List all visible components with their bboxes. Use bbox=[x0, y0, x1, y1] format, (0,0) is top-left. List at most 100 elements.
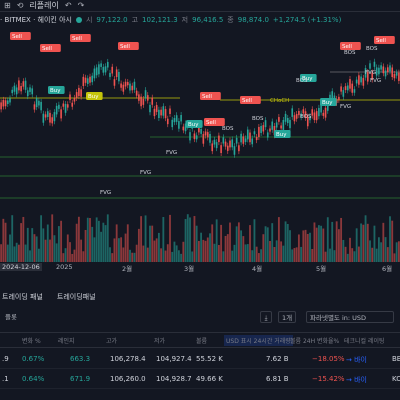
cell-high: 106,278.4 bbox=[110, 355, 146, 363]
volume-bar bbox=[195, 225, 198, 262]
candle bbox=[306, 116, 309, 127]
candle bbox=[44, 114, 47, 118]
col-header-change[interactable]: 변화 % bbox=[22, 338, 41, 345]
choch-label: CHoCH bbox=[270, 98, 289, 104]
table-row[interactable]: .1 0.64% 671.9 106,260.0 104,928.7 49.66… bbox=[0, 370, 400, 389]
candle bbox=[340, 86, 342, 92]
volume-bar bbox=[177, 250, 180, 262]
volume-bar bbox=[93, 237, 96, 262]
volume-bar bbox=[384, 237, 387, 262]
candle bbox=[360, 76, 362, 83]
candle bbox=[51, 117, 54, 124]
bos-label: BOS bbox=[344, 50, 356, 56]
replay-icon[interactable]: ⟲ bbox=[16, 1, 24, 10]
candle bbox=[269, 128, 271, 132]
menu-icon[interactable]: ⊞ bbox=[4, 1, 11, 10]
col-header-high[interactable]: 고가 bbox=[106, 338, 118, 345]
volume-bar bbox=[42, 228, 45, 262]
volume-bar bbox=[135, 244, 138, 262]
volume-bar bbox=[320, 225, 323, 262]
volume-bar bbox=[395, 242, 398, 262]
candle bbox=[318, 107, 320, 117]
replay-label[interactable]: 리플레이 bbox=[29, 1, 59, 10]
volume-bar bbox=[331, 221, 334, 262]
volume-bar bbox=[111, 253, 114, 262]
top-toolbar: ⊞ ⟲ 리플레이 ↶ ↷ bbox=[0, 0, 400, 12]
cell-usd-volume: 6.81 B bbox=[266, 375, 289, 383]
signal-sell-badge bbox=[40, 44, 61, 52]
col-header-volume-change[interactable]: 볼륨 24H 변화율% bbox=[290, 338, 340, 345]
signal-buy-badge bbox=[48, 86, 65, 94]
volume-bar bbox=[180, 253, 183, 262]
currency-filter[interactable]: 파라넷별도 in: USD bbox=[306, 311, 394, 323]
candle bbox=[124, 81, 127, 87]
candle bbox=[120, 83, 122, 88]
candle bbox=[55, 105, 58, 115]
cell-volume: 55.52 K bbox=[196, 355, 223, 363]
candle bbox=[355, 79, 358, 84]
col-header-volume[interactable]: 볼륨 bbox=[196, 338, 208, 345]
volume-bar bbox=[197, 240, 200, 262]
candle bbox=[226, 145, 229, 151]
candle bbox=[238, 145, 240, 152]
volume-bar bbox=[17, 244, 20, 262]
plot-label[interactable]: 플롯 bbox=[5, 313, 17, 321]
candle bbox=[182, 126, 185, 131]
candle bbox=[253, 131, 256, 135]
redo-icon[interactable]: ↷ bbox=[77, 1, 85, 10]
volume-bar bbox=[146, 247, 149, 262]
axis-label-start: 2024-12-06 bbox=[0, 263, 42, 271]
candle bbox=[113, 79, 116, 86]
bos-label: BOS bbox=[366, 46, 378, 52]
volume-bar bbox=[200, 232, 203, 262]
col-header-usd-volume[interactable]: USD 표시 24시간 거래량 bbox=[224, 335, 293, 346]
volume-bar bbox=[202, 239, 205, 262]
candle bbox=[209, 134, 211, 143]
time-axis[interactable]: 2024-12-06 2025 2월 3월 4월 5월 6월 bbox=[0, 262, 400, 273]
volume-bar bbox=[215, 219, 218, 262]
candle bbox=[155, 104, 158, 112]
col-header-low[interactable]: 저가 bbox=[154, 338, 166, 345]
tab-trading-panel[interactable]: 트레이딩 패널 bbox=[2, 293, 43, 301]
signal-sell: Sell bbox=[12, 34, 22, 40]
candle bbox=[91, 75, 94, 83]
price-chart[interactable]: Sell Sell Sell Buy Buy Sell Sell Buy Sell Buy Buy S… bbox=[0, 26, 400, 262]
candle bbox=[375, 67, 378, 76]
cell-range: 663.3 bbox=[70, 355, 91, 363]
table-header: 변화 % 레인지 고가 저가 볼륨 USD 표시 24시간 거래량 볼륨 24H… bbox=[0, 332, 400, 348]
signal-buy: Buy bbox=[322, 100, 333, 106]
volume-bar bbox=[260, 249, 263, 262]
interval-select[interactable]: 1개 bbox=[278, 311, 297, 323]
candle bbox=[384, 70, 387, 77]
volume-bar bbox=[349, 237, 351, 262]
col-header-range[interactable]: 레인지 bbox=[58, 338, 75, 345]
candle bbox=[291, 108, 294, 117]
volume-bar bbox=[217, 245, 220, 262]
table-row[interactable]: .9 0.67% 663.3 106,278.4 104,927.4 55.52… bbox=[0, 350, 400, 369]
volume-bar bbox=[100, 231, 103, 262]
candle bbox=[175, 115, 178, 122]
candle bbox=[229, 140, 231, 148]
candle bbox=[69, 94, 71, 100]
candle bbox=[95, 67, 98, 76]
volume-bar bbox=[220, 224, 223, 262]
signal-sell: Sell bbox=[42, 46, 52, 52]
candle bbox=[169, 108, 171, 114]
volume-bar bbox=[224, 235, 227, 262]
candle bbox=[129, 83, 131, 91]
volume-bar bbox=[306, 233, 309, 262]
col-header-rating[interactable]: 테크니컬 레이팅 bbox=[344, 338, 385, 345]
candle bbox=[98, 64, 100, 75]
candle bbox=[22, 81, 25, 87]
cell-price: .1 bbox=[2, 375, 9, 383]
candle bbox=[78, 87, 80, 97]
candle bbox=[222, 137, 225, 144]
tab-trading-panel-2[interactable]: 트레이딩패널 bbox=[56, 293, 96, 301]
symbol-name[interactable]: · BITMEX · 헤이킨 아시 bbox=[0, 16, 72, 24]
fvg-label: FVG bbox=[365, 70, 376, 76]
candle bbox=[213, 139, 216, 145]
undo-icon[interactable]: ↶ bbox=[64, 1, 72, 10]
volume-bar bbox=[57, 226, 60, 262]
download-icon[interactable]: ⤓ bbox=[260, 311, 272, 323]
candle bbox=[153, 108, 156, 117]
